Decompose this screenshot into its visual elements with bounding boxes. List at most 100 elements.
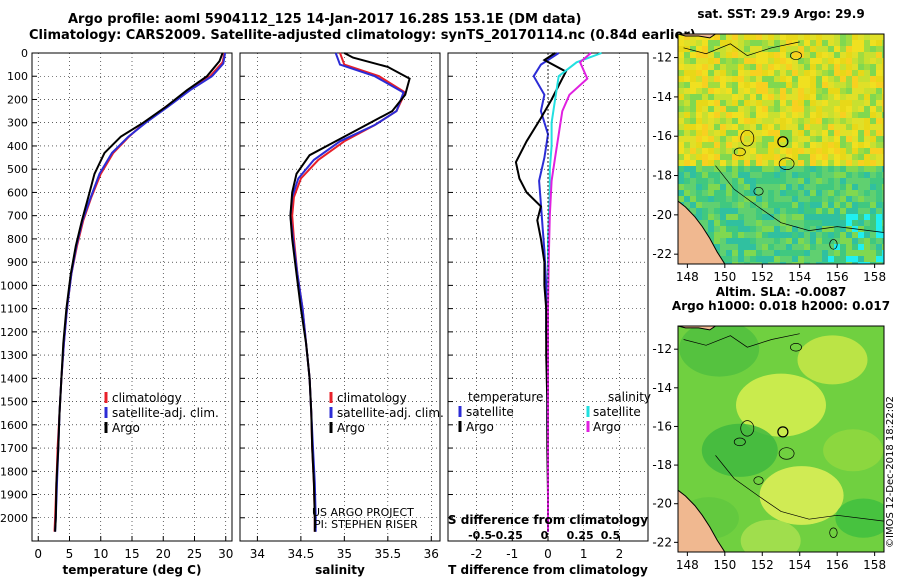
sst-cell (774, 46, 780, 52)
sst-cell (858, 160, 864, 166)
sst-cell (834, 58, 840, 64)
sst-cell (846, 88, 852, 94)
sst-cell (732, 76, 738, 82)
sst-cell (810, 40, 816, 46)
sst-cell (798, 118, 804, 124)
sst-cell (732, 64, 738, 70)
sst-cell (684, 58, 690, 64)
sst-cell (768, 76, 774, 82)
sst-cell (756, 88, 762, 94)
sst-cell (852, 238, 858, 244)
sst-cell (840, 94, 846, 100)
sst-cell (792, 178, 798, 184)
sst-cell (744, 58, 750, 64)
sst-cell (720, 118, 726, 124)
map-y-tick-label: -14 (652, 90, 672, 104)
sst-cell (798, 238, 804, 244)
sst-cell (780, 202, 786, 208)
sst-cell (744, 142, 750, 148)
sst-cell (846, 238, 852, 244)
sst-cell (780, 34, 786, 40)
sst-cell (726, 256, 732, 262)
series-line-argo (54, 52, 224, 532)
sst-cell (696, 148, 702, 154)
sst-cell (732, 100, 738, 106)
sst-cell (810, 58, 816, 64)
sst-cell (834, 202, 840, 208)
sst-cell (792, 214, 798, 220)
sst-cell (858, 148, 864, 154)
sst-cell (696, 52, 702, 58)
sst-cell (768, 160, 774, 166)
sst-cell (780, 154, 786, 160)
map-x-tick-label: 152 (751, 558, 774, 572)
sst-cell (864, 232, 870, 238)
sst-cell (876, 226, 882, 232)
sst-cell (714, 76, 720, 82)
sst-cell (828, 142, 834, 148)
sst-cell (846, 82, 852, 88)
sst-cell (816, 184, 822, 190)
sst-cell (834, 166, 840, 172)
sst-cell (786, 172, 792, 178)
sst-cell (738, 244, 744, 250)
sst-cell (768, 178, 774, 184)
x-tick-label: 0 (544, 547, 552, 561)
sst-cell (744, 166, 750, 172)
sst-cell (690, 148, 696, 154)
sst-cell (690, 58, 696, 64)
sst-cell (792, 244, 798, 250)
sst-cell (876, 118, 882, 124)
sst-cell (798, 214, 804, 220)
sst-cell (774, 166, 780, 172)
sst-cell (876, 232, 882, 238)
sst-cell (780, 244, 786, 250)
sst-cell (720, 106, 726, 112)
map-title: sat. SST: 29.9 Argo: 29.9 (697, 7, 864, 21)
sst-cell (696, 190, 702, 196)
sst-cell (684, 190, 690, 196)
sst-cell (882, 70, 884, 76)
sst-cell (714, 148, 720, 154)
sst-cell (714, 160, 720, 166)
sst-cell (720, 208, 726, 214)
sst-cell (714, 232, 720, 238)
sst-cell (864, 178, 870, 184)
sst-cell (804, 190, 810, 196)
sst-cell (816, 94, 822, 100)
sst-cell (864, 184, 870, 190)
sst-cell (750, 166, 756, 172)
sst-cell (852, 112, 858, 118)
sst-cell (696, 70, 702, 76)
sst-cell (756, 76, 762, 82)
sst-cell (720, 46, 726, 52)
sst-cell (750, 154, 756, 160)
sst-cell (870, 190, 876, 196)
sst-cell (846, 52, 852, 58)
sst-cell (852, 232, 858, 238)
sst-cell (780, 190, 786, 196)
sst-cell (726, 196, 732, 202)
sst-cell (750, 172, 756, 178)
map-frame (677, 325, 885, 553)
map-y-tick-label: -22 (652, 247, 672, 261)
sst-cell (828, 214, 834, 220)
sst-cell (864, 172, 870, 178)
sst-cell (768, 190, 774, 196)
sst-cell (750, 118, 756, 124)
sst-cell (702, 196, 708, 202)
sst-cell (834, 172, 840, 178)
sst-cell (738, 256, 744, 262)
sst-cell (702, 52, 708, 58)
sst-cell (798, 184, 804, 190)
sst-cell (738, 124, 744, 130)
sst-cell (876, 124, 882, 130)
sst-cell (828, 244, 834, 250)
y-tick-label: 700 (7, 210, 28, 223)
sst-cell (810, 124, 816, 130)
legend-label: Argo (337, 421, 365, 435)
sst-cell (696, 64, 702, 70)
sst-cell (714, 142, 720, 148)
sst-cell (756, 82, 762, 88)
sst-cell (804, 238, 810, 244)
